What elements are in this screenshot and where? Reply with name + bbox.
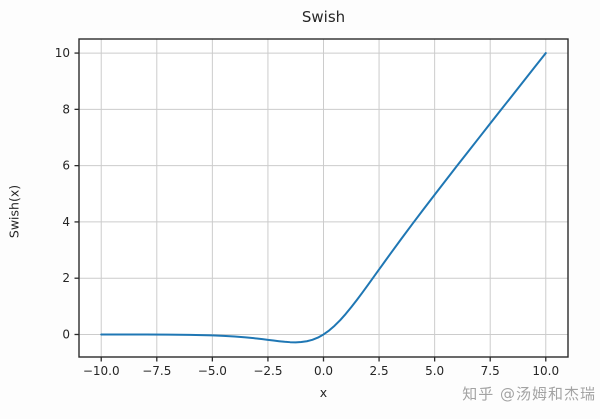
- x-tick-label: 7.5: [481, 364, 500, 378]
- y-tick-label: 8: [62, 102, 70, 116]
- watermark-text: 知乎 @汤姆和杰瑞: [462, 385, 596, 403]
- y-tick-label: 0: [62, 327, 70, 341]
- x-tick-label: −7.5: [142, 364, 171, 378]
- x-tick-label: 0.0: [314, 364, 333, 378]
- y-tick-label: 10: [55, 46, 70, 60]
- x-tick-label: −2.5: [253, 364, 282, 378]
- chart-title: Swish: [301, 8, 346, 26]
- x-tick-label: 2.5: [370, 364, 389, 378]
- x-tick-label: −10.0: [83, 364, 120, 378]
- x-tick-label: 10.0: [532, 364, 559, 378]
- y-tick-label: 2: [62, 271, 70, 285]
- y-tick-label: 6: [62, 159, 70, 173]
- swish-curve: [100, 52, 547, 344]
- x-tick-label: −5.0: [198, 364, 227, 378]
- x-tick-label: 5.0: [425, 364, 444, 378]
- y-tick-label: 4: [62, 215, 70, 229]
- x-axis-label: x: [319, 385, 328, 400]
